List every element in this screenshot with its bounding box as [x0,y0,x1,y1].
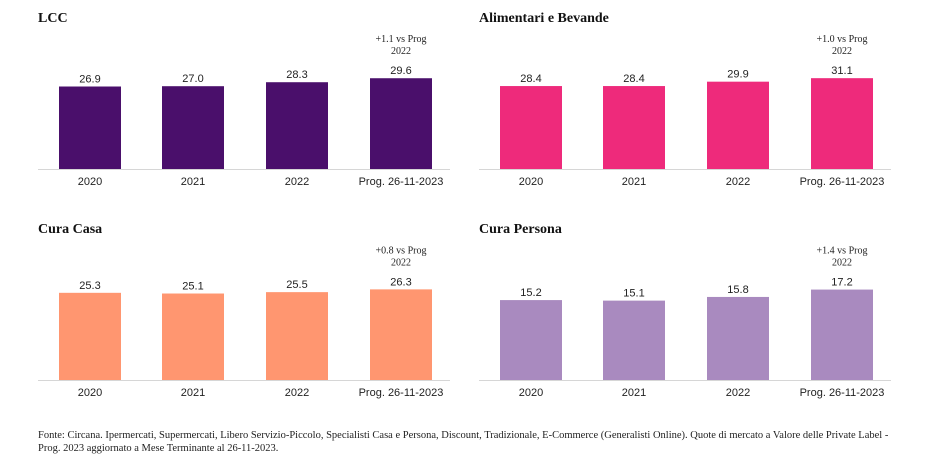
x-tick-label: 2021 [622,176,646,188]
x-tick-label: 2020 [78,176,102,188]
x-tick-label: Prog. 26-11-2023 [800,176,885,188]
bar [370,289,432,380]
bar [707,296,769,380]
bar-chart-alimentari-e-bevande: 28.4 2020 28.4 2021 29.9 2022 31.1 Prog. 26-11-… [479,34,891,188]
x-tick-label: 2022 [726,176,750,188]
bar [266,82,328,169]
data-label: 28.3 [286,69,307,81]
bar [811,289,873,380]
chart-panel-cura-casa: Cura Casa 25.3 2020 25.1 2021 25.5 2022 26.3 Pr… [38,222,488,422]
x-tick-label: 2022 [285,387,309,399]
annotation-text: +1.0 vs Prog [817,34,868,45]
annotation-text: 2022 [832,258,852,269]
data-label: 17.2 [831,277,852,289]
bar [370,78,432,169]
bar [707,81,769,169]
data-label: 25.5 [286,279,307,291]
bar [162,86,224,169]
chart-title: Alimentari e Bevande [479,11,609,26]
x-tick-label: 2020 [78,387,102,399]
annotation-text: 2022 [832,46,852,57]
chart-title: Cura Casa [38,222,103,237]
annotation-text: +0.8 vs Prog [376,245,427,256]
x-tick-label: 2020 [519,176,543,188]
chart-panel-lcc: LCC 26.9 2020 27.0 2021 28.3 2022 29.6 Prog. 26… [38,11,488,211]
x-tick-label: Prog. 26-11-2023 [359,387,444,399]
chart-panel-cura-persona: Cura Persona 15.2 2020 15.1 2021 15.8 2022 17.… [479,222,925,422]
bar [500,300,562,380]
bar-chart-lcc: 26.9 2020 27.0 2021 28.3 2022 29.6 Prog. 26-11-… [38,34,450,188]
data-label: 27.0 [182,73,203,85]
data-label: 31.1 [831,65,852,77]
source-footnote: Fonte: Circana. Ipermercati, Supermercat… [38,430,889,454]
data-label: 28.4 [623,73,644,85]
data-label: 29.6 [390,65,411,77]
x-tick-label: 2021 [181,387,205,399]
bar [162,293,224,380]
chart-title: LCC [38,11,68,26]
data-label: 29.9 [727,69,748,81]
bar [603,86,665,169]
x-tick-label: Prog. 26-11-2023 [359,176,444,188]
data-label: 28.4 [520,73,541,85]
annotation-text: +1.1 vs Prog [376,34,427,45]
bar [603,300,665,380]
x-tick-label: 2020 [519,387,543,399]
bar [266,292,328,380]
x-tick-label: 2022 [726,387,750,399]
x-tick-label: Prog. 26-11-2023 [800,387,885,399]
bar [811,78,873,169]
data-label: 15.1 [623,288,644,300]
annotation-text: +1.4 vs Prog [817,246,868,257]
data-label: 15.8 [727,284,748,296]
data-label: 15.2 [520,287,541,299]
data-label: 26.9 [79,74,100,86]
annotation-text: 2022 [391,46,411,57]
data-label: 25.1 [182,281,203,293]
bar-chart-cura-persona: 15.2 2020 15.1 2021 15.8 2022 17.2 Prog. 26-11-… [479,246,891,399]
x-tick-label: 2021 [622,387,646,399]
x-tick-label: 2021 [181,176,205,188]
chart-title: Cura Persona [479,222,562,237]
chart-panel-alimentari-e-bevande: Alimentari e Bevande 28.4 2020 28.4 2021 29.… [479,11,925,211]
data-label: 25.3 [79,280,100,292]
bar [59,292,121,380]
bar [59,86,121,169]
bar-chart-cura-casa: 25.3 2020 25.1 2021 25.5 2022 26.3 Prog. 26-11-… [38,245,450,399]
annotation-text: 2022 [391,257,411,268]
x-tick-label: 2022 [285,176,309,188]
data-label: 26.3 [390,276,411,288]
bar [500,86,562,169]
